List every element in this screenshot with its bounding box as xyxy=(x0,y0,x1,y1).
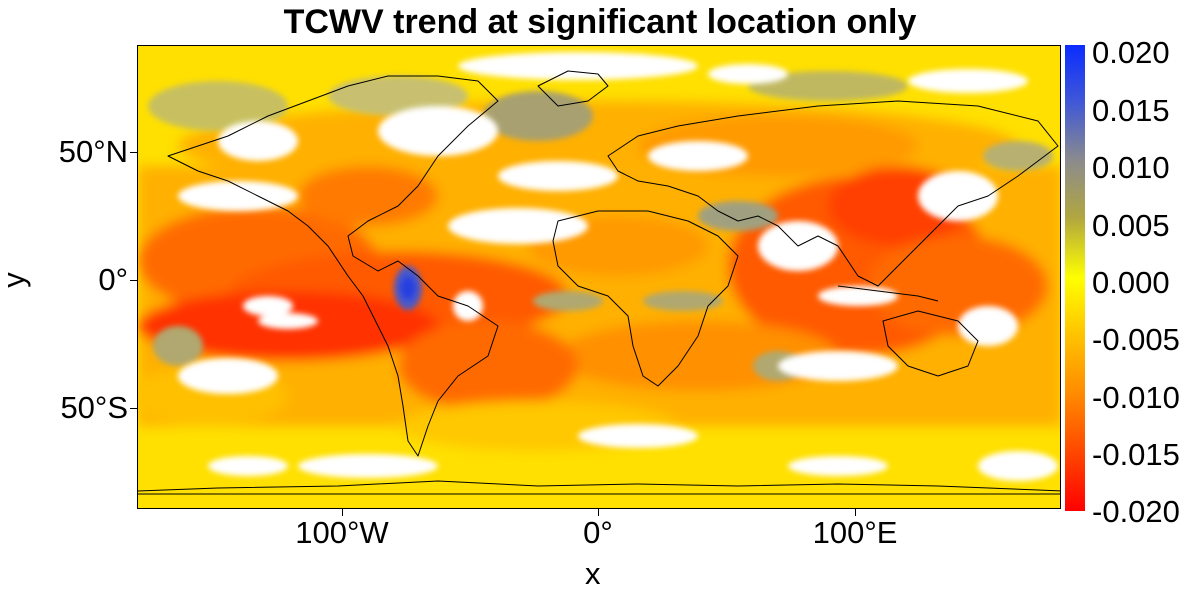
colorbar-label: -0.005 xyxy=(1092,322,1180,357)
x-tick-mark xyxy=(855,509,856,516)
colorbar-label: 0.010 xyxy=(1092,150,1170,185)
colorbar-label: 0.020 xyxy=(1092,35,1170,70)
y-axis-label: y xyxy=(0,272,32,288)
maritime-continent-coastline xyxy=(837,285,939,302)
chart-title: TCWV trend at significant location only xyxy=(283,3,917,41)
africa-coastline xyxy=(552,210,739,387)
trend-map xyxy=(138,46,1060,508)
colorbar-label: -0.010 xyxy=(1092,380,1180,415)
antarctica-coastline xyxy=(138,480,1060,492)
positive-patches xyxy=(148,71,1053,381)
y-tick-label: 0° xyxy=(98,262,128,297)
coastlines xyxy=(138,70,1060,495)
y-tick-mark xyxy=(130,408,137,409)
x-tick-label: 100°W xyxy=(295,515,389,550)
australia-coastline xyxy=(882,310,979,377)
x-tick-mark xyxy=(598,509,599,516)
y-tick-mark xyxy=(130,152,137,153)
colorbar-label: 0.015 xyxy=(1092,93,1170,128)
map-panel xyxy=(137,45,1061,509)
colorbar-label: -0.020 xyxy=(1092,494,1180,529)
x-tick-mark xyxy=(342,509,343,516)
colorbar xyxy=(1065,45,1085,511)
x-axis-label: x xyxy=(585,556,601,591)
colorbar-label: 0.000 xyxy=(1092,265,1170,300)
y-tick-mark xyxy=(130,280,137,281)
y-tick-label: 50°S xyxy=(60,390,128,425)
colorbar-label: -0.015 xyxy=(1092,437,1180,472)
eurasia-coastline xyxy=(607,100,1059,287)
colorbar-label: 0.005 xyxy=(1092,208,1170,243)
y-tick-label: 50°N xyxy=(58,134,128,169)
americas-coastline xyxy=(167,75,499,457)
nonsignificant-areas xyxy=(178,52,1058,481)
greenland-coastline xyxy=(537,70,609,107)
x-tick-label: 0° xyxy=(583,515,613,550)
x-tick-label: 100°E xyxy=(812,515,898,550)
